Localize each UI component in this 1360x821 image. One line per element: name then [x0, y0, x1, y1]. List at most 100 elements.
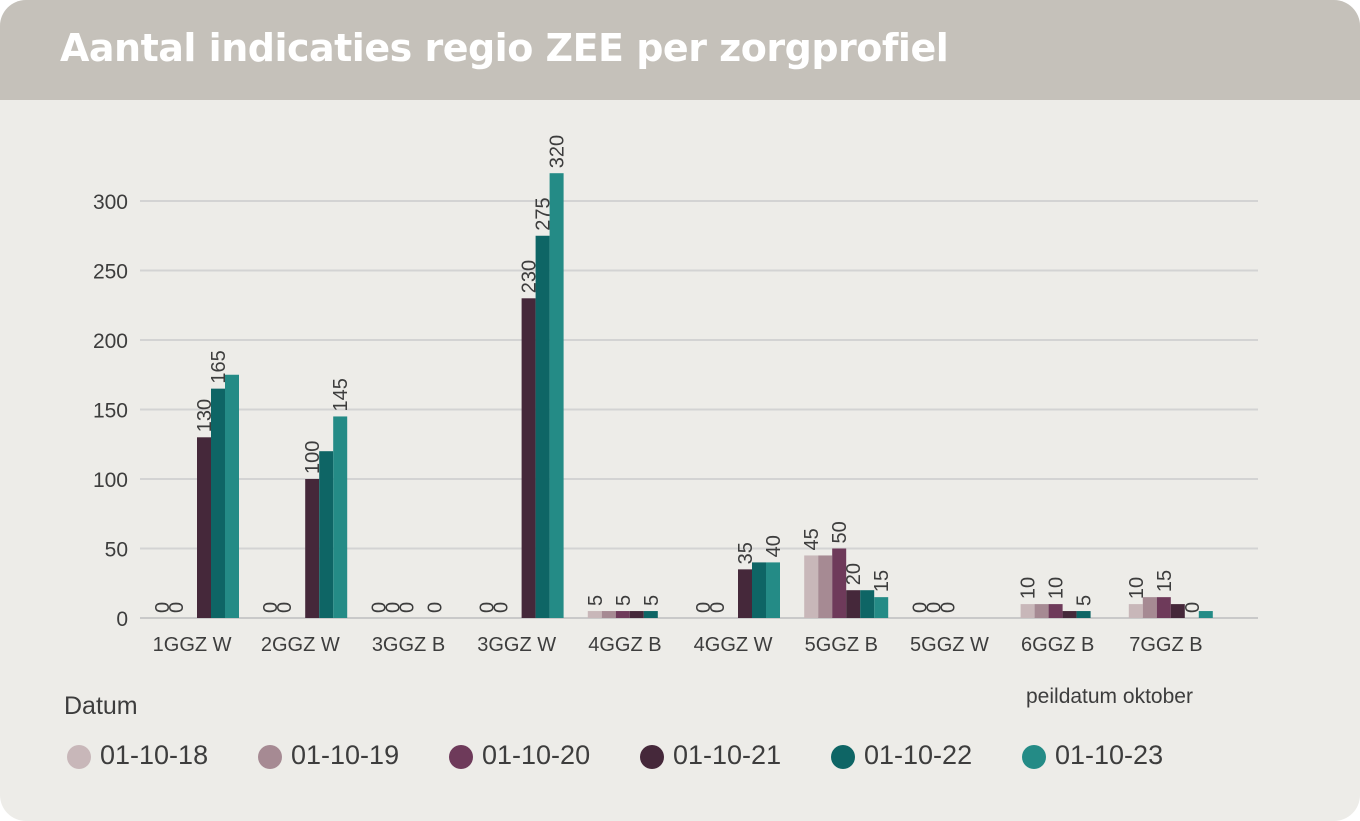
y-tick-label: 200 — [93, 330, 128, 353]
data-label: 0 — [368, 602, 390, 613]
bar — [535, 235, 550, 618]
data-label: 130 — [194, 399, 216, 432]
x-tick-label: 4GGZ B — [588, 634, 661, 656]
x-tick-label: 6GGZ B — [1021, 634, 1094, 656]
bar — [1142, 597, 1157, 618]
data-label: 0 — [152, 602, 174, 613]
y-tick-label: 50 — [105, 539, 128, 562]
bar — [1034, 604, 1049, 618]
data-label: 0 — [396, 602, 418, 613]
bar — [319, 451, 334, 618]
bar — [587, 611, 602, 618]
data-label: 0 — [693, 602, 715, 613]
y-tick-label: 300 — [93, 191, 128, 214]
data-label: 230 — [519, 260, 541, 293]
legend-swatch — [258, 745, 282, 769]
x-tick-label: 3GGZ W — [477, 634, 556, 656]
bar — [766, 562, 780, 618]
data-label: 5 — [1074, 595, 1096, 606]
x-tick-label: 5GGZ W — [910, 634, 989, 656]
chart-title: Aantal indicaties regio ZEE per zorgprof… — [60, 26, 949, 70]
data-label: 0 — [923, 602, 945, 613]
data-label: 10 — [1046, 577, 1068, 599]
y-tick-label: 150 — [93, 400, 128, 423]
data-label: 20 — [843, 563, 865, 585]
bar — [521, 298, 536, 618]
data-label: 0 — [382, 602, 404, 613]
bar — [549, 173, 564, 618]
data-label: 0 — [707, 602, 729, 613]
legend-label: 01-10-20 — [482, 740, 591, 770]
x-tick-label: 7GGZ B — [1129, 634, 1202, 656]
legend-label: 01-10-22 — [864, 740, 973, 770]
reference-date-note: peildatum oktober — [1026, 685, 1193, 708]
bar — [225, 374, 239, 618]
title-bar: Aantal indicaties regio ZEE per zorgprof… — [0, 0, 1360, 100]
bar — [211, 388, 225, 618]
data-label: 5 — [641, 595, 663, 606]
data-label: 100 — [302, 441, 324, 474]
bar — [305, 479, 320, 618]
data-label: 0 — [477, 602, 499, 613]
legend-label: 01-10-18 — [100, 740, 209, 770]
bar — [832, 548, 847, 618]
bar — [1198, 611, 1213, 618]
data-label: 10 — [1018, 577, 1040, 599]
bar — [601, 611, 616, 618]
data-label: 275 — [533, 197, 555, 230]
bar — [752, 562, 766, 618]
bar — [874, 597, 889, 618]
data-label: 50 — [829, 521, 851, 543]
legend-swatch — [640, 745, 664, 769]
data-label: 0 — [909, 602, 931, 613]
bar — [629, 611, 644, 618]
bar — [1048, 604, 1063, 618]
data-label: 0 — [1182, 602, 1204, 613]
y-tick-label: 0 — [116, 608, 128, 631]
data-label: 0 — [491, 602, 513, 613]
bar — [738, 569, 752, 618]
data-label: 35 — [735, 542, 757, 564]
legend-title: Datum — [64, 692, 138, 720]
bar — [643, 611, 658, 618]
bar — [1020, 604, 1035, 618]
data-label: 0 — [166, 602, 188, 613]
x-tick-label: 1GGZ W — [153, 634, 232, 656]
bar — [804, 555, 819, 618]
data-label: 5 — [613, 595, 635, 606]
bar — [1062, 611, 1077, 618]
legend-swatch — [449, 745, 473, 769]
data-label: 10 — [1126, 577, 1148, 599]
data-label: 45 — [801, 528, 823, 550]
data-label: 40 — [763, 535, 785, 557]
bar — [818, 555, 833, 618]
bar — [1156, 597, 1171, 618]
bar — [197, 437, 211, 618]
legend-label: 01-10-19 — [291, 740, 400, 770]
bar — [1170, 604, 1185, 618]
legend-swatch — [67, 745, 91, 769]
data-label: 0 — [274, 602, 296, 613]
data-label: 165 — [208, 350, 230, 383]
x-tick-label: 2GGZ W — [261, 634, 340, 656]
x-tick-label: 4GGZ W — [694, 634, 773, 656]
data-label: 0 — [260, 602, 282, 613]
x-tick-label: 5GGZ B — [805, 634, 878, 656]
bar — [860, 590, 875, 618]
y-tick-label: 100 — [93, 469, 128, 492]
legend-swatch — [831, 745, 855, 769]
bar — [846, 590, 861, 618]
bar — [333, 416, 348, 618]
x-tick-label: 3GGZ B — [372, 634, 445, 656]
data-label: 15 — [871, 570, 893, 592]
data-label: 0 — [937, 602, 959, 613]
data-label: 5 — [585, 595, 607, 606]
bar — [615, 611, 630, 618]
data-label: 15 — [1154, 570, 1176, 592]
data-label: 0 — [424, 602, 446, 613]
y-tick-label: 250 — [93, 261, 128, 284]
legend-label: 01-10-23 — [1055, 740, 1164, 770]
data-label: 320 — [547, 135, 569, 168]
